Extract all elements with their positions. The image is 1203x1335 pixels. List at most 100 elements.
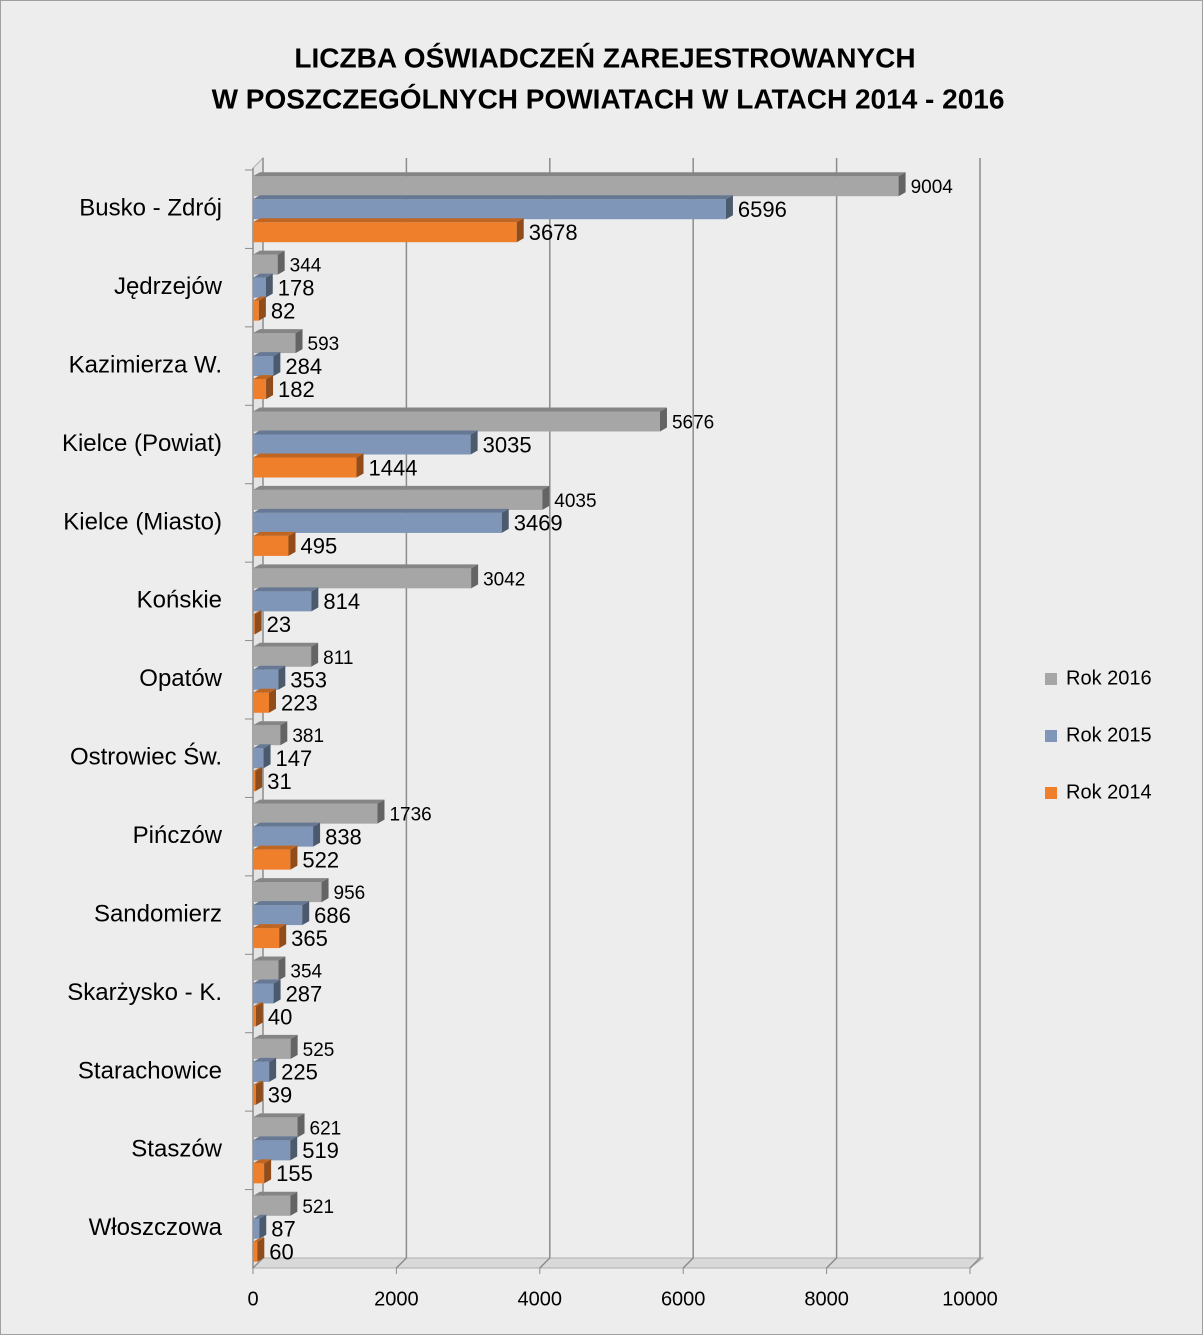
bar-top — [253, 296, 266, 301]
bar-top — [253, 1191, 298, 1196]
bar — [253, 512, 502, 533]
x-tick-label: 4000 — [518, 1288, 563, 1310]
bar — [253, 669, 279, 690]
value-label: 814 — [323, 589, 360, 614]
bar — [253, 882, 322, 903]
bar — [253, 457, 357, 478]
chart-title: LICZBA OŚWIADCZEŃ ZAREJESTROWANYCH — [294, 42, 915, 73]
bar-top — [253, 901, 310, 906]
bar-top — [253, 1214, 267, 1219]
x-tick-label: 0 — [247, 1288, 258, 1310]
bar-side — [264, 1159, 272, 1184]
bar-top — [253, 610, 262, 615]
bar-top — [253, 430, 478, 435]
bar-side — [269, 1057, 277, 1082]
value-label: 593 — [308, 334, 340, 355]
bar-side — [311, 587, 319, 612]
bar-top — [253, 218, 524, 223]
value-label: 381 — [292, 726, 324, 747]
value-label: 621 — [310, 1118, 342, 1139]
grid-line — [826, 158, 838, 1269]
bar — [253, 646, 312, 667]
bar-side — [321, 878, 329, 903]
bar — [253, 1218, 260, 1239]
bar-top — [253, 195, 733, 200]
y-tick-label: Jędrzejów — [114, 273, 223, 300]
bar-side — [255, 1002, 263, 1027]
bar-top — [253, 453, 364, 458]
bar-top — [253, 1080, 263, 1085]
value-label: 365 — [291, 926, 328, 951]
bar-top — [253, 250, 285, 255]
y-tick-label: Włoszczowa — [89, 1214, 223, 1241]
value-label: 9004 — [911, 177, 954, 198]
bar — [253, 725, 281, 746]
bar-top — [253, 1237, 265, 1242]
floor — [251, 1257, 985, 1269]
y-tick-label: Sandomierz — [94, 900, 222, 927]
value-label: 6596 — [738, 197, 787, 222]
bar-side — [259, 1214, 267, 1239]
bar-top — [253, 531, 296, 536]
bar-side — [277, 250, 285, 275]
bar-side — [280, 721, 288, 746]
bar-side — [501, 508, 509, 533]
bar — [253, 905, 303, 926]
value-label: 344 — [290, 256, 322, 277]
value-label: 521 — [302, 1197, 334, 1218]
bar — [253, 411, 660, 432]
value-label: 3035 — [483, 432, 532, 457]
bar — [253, 826, 314, 847]
x-tick-label: 2000 — [374, 1288, 419, 1310]
value-label: 225 — [281, 1060, 318, 1085]
bar-side — [263, 744, 271, 769]
value-label: 284 — [285, 354, 322, 379]
bar — [253, 771, 256, 792]
value-label: 519 — [302, 1138, 339, 1163]
y-tick-label: Skarżysko - K. — [67, 979, 222, 1006]
bar-top — [253, 1057, 277, 1062]
bar-side — [356, 453, 364, 478]
bar-top — [253, 878, 329, 883]
bar-side — [290, 1034, 298, 1059]
bar-top — [253, 564, 479, 569]
grid-line — [539, 158, 551, 1269]
bar-top — [253, 642, 319, 647]
bar — [253, 489, 543, 510]
x-tick-label: 8000 — [804, 1288, 849, 1310]
legend-swatch — [1045, 787, 1057, 799]
bar-side — [471, 564, 479, 589]
y-tick-label: Pińczów — [133, 822, 223, 849]
value-label: 182 — [278, 377, 315, 402]
bar-side — [273, 979, 281, 1004]
bar-top — [253, 956, 286, 961]
value-label: 87 — [271, 1217, 295, 1242]
grid-line — [969, 158, 981, 1269]
bar — [253, 254, 278, 275]
bar-side — [659, 407, 667, 432]
y-tick-label: Busko - Zdrój — [79, 195, 222, 222]
value-label: 1736 — [389, 805, 431, 826]
bar-top — [253, 485, 550, 490]
bar — [253, 1117, 298, 1138]
bar-side — [278, 665, 286, 690]
value-label: 287 — [286, 981, 323, 1006]
bar-side — [268, 688, 276, 713]
bar — [253, 1084, 256, 1105]
bar-top — [253, 721, 288, 726]
bar-side — [297, 1113, 305, 1138]
value-label: 223 — [281, 691, 318, 716]
bar-top — [253, 587, 319, 592]
legend-swatch — [1045, 673, 1057, 685]
y-tick-label: Kielce (Miasto) — [63, 508, 222, 535]
bar-top — [253, 767, 263, 772]
y-tick-label: Końskie — [137, 587, 222, 614]
y-tick-label: Ostrowiec Św. — [70, 743, 222, 771]
bar-side — [255, 1080, 263, 1105]
chart-title: W POSZCZEGÓLNYCH POWIATACH W LATACH 2014… — [212, 83, 1005, 114]
value-label: 60 — [269, 1240, 293, 1265]
bar-top — [253, 1113, 305, 1118]
bar-top — [253, 688, 276, 693]
value-label: 686 — [314, 903, 351, 928]
bar — [253, 1061, 270, 1082]
